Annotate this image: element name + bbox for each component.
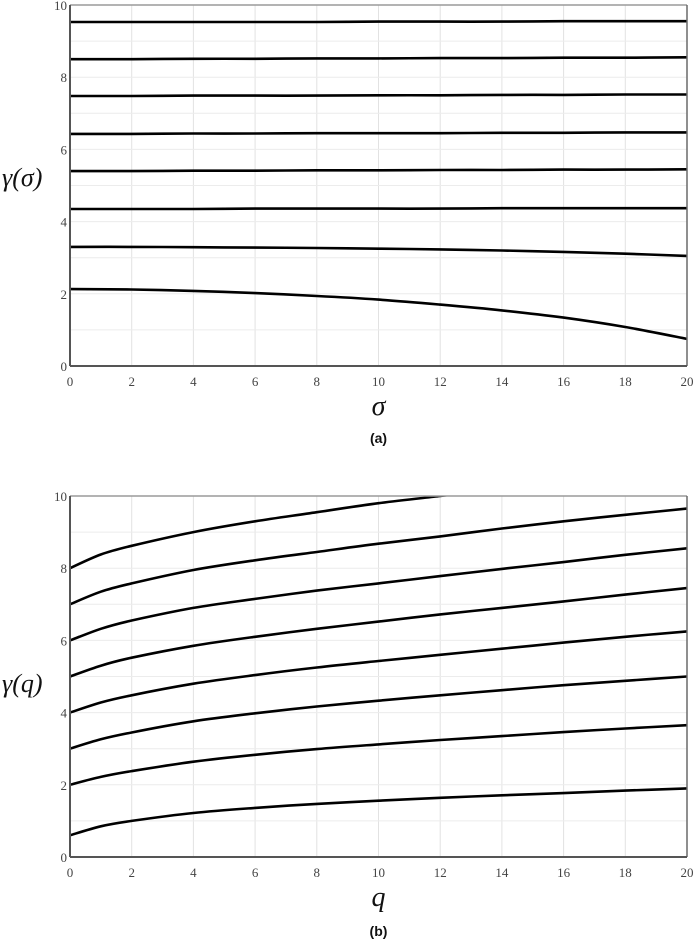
x-tick-label: 16 <box>557 865 571 880</box>
y-tick-label: 0 <box>61 359 68 374</box>
series-line-mode-1 <box>70 787 687 837</box>
chart-b-svg: 0 2 4 6 8 10 12 14 16 18 20 0 2 4 6 8 10 γ(q) q (b) <box>2 489 694 939</box>
series-line-mode-8 <box>70 496 452 570</box>
y-tick-label: 4 <box>61 215 68 230</box>
grid <box>69 496 688 857</box>
series-line-mode-1 <box>70 287 687 341</box>
x-tick-label: 20 <box>681 865 694 880</box>
panel-label: (b) <box>370 923 388 939</box>
x-tick-label: 14 <box>495 865 509 880</box>
series-line-mode-4 <box>70 630 687 714</box>
series-line-mode-4 <box>70 168 687 173</box>
y-tick-label: 10 <box>54 0 67 13</box>
series-lines <box>70 19 687 341</box>
x-tick-label: 2 <box>128 374 135 389</box>
x-tick-label: 8 <box>314 865 321 880</box>
chart-a: 0 2 4 6 8 10 12 14 16 18 20 0 2 4 6 8 10 γ(σ) σ (a) <box>0 0 700 460</box>
series-line-mode-3 <box>70 675 687 750</box>
x-tick-label: 12 <box>434 374 447 389</box>
x-tick-label: 4 <box>190 374 197 389</box>
x-tick-label: 20 <box>681 374 694 389</box>
series-line-mode-2 <box>70 245 687 258</box>
series-line-mode-3 <box>70 206 687 211</box>
y-tick-label: 6 <box>61 633 68 648</box>
x-tick-label: 6 <box>252 865 259 880</box>
series-line-mode-5 <box>70 586 687 678</box>
y-axis-label: γ(σ) <box>2 163 42 192</box>
series-line-mode-7 <box>70 507 687 606</box>
series-line-mode-6 <box>70 547 687 642</box>
y-axis-label: γ(q) <box>2 669 43 698</box>
x-axis-label: σ <box>372 391 387 422</box>
x-tick-label: 18 <box>619 865 632 880</box>
x-axis-label: q <box>372 882 386 913</box>
series-line-mode-6 <box>70 93 687 98</box>
y-tick-label: 6 <box>61 142 68 157</box>
x-tick-label: 6 <box>252 374 259 389</box>
y-tick-label: 2 <box>61 778 68 793</box>
y-tick-label: 8 <box>61 561 68 576</box>
panel-label: (a) <box>370 430 387 446</box>
x-tick-label: 16 <box>557 374 571 389</box>
x-tick-label: 10 <box>372 865 385 880</box>
y-tick-label: 4 <box>61 706 68 721</box>
series-line-mode-7 <box>70 56 687 61</box>
x-tick-label: 4 <box>190 865 197 880</box>
x-tick-label: 12 <box>434 865 447 880</box>
chart-a-svg: 0 2 4 6 8 10 12 14 16 18 20 0 2 4 6 8 10 γ(σ) σ (a) <box>2 0 694 446</box>
x-tick-label: 0 <box>67 865 74 880</box>
x-tick-label: 18 <box>619 374 632 389</box>
y-tick-label: 2 <box>61 287 68 302</box>
series-line-mode-2 <box>70 723 687 787</box>
series-lines <box>70 496 687 837</box>
y-tick-label: 10 <box>54 489 67 504</box>
chart-b: 0 2 4 6 8 10 12 14 16 18 20 0 2 4 6 8 10 γ(q) q (b) <box>0 480 700 944</box>
series-line-mode-5 <box>70 131 687 136</box>
x-tick-label: 8 <box>314 374 321 389</box>
y-tick-label: 0 <box>61 850 68 865</box>
x-tick-label: 10 <box>372 374 385 389</box>
x-tick-label: 2 <box>128 865 135 880</box>
x-tick-label: 14 <box>495 374 509 389</box>
x-tick-label: 0 <box>67 374 74 389</box>
series-line-mode-8 <box>70 19 687 24</box>
y-tick-label: 8 <box>61 70 68 85</box>
